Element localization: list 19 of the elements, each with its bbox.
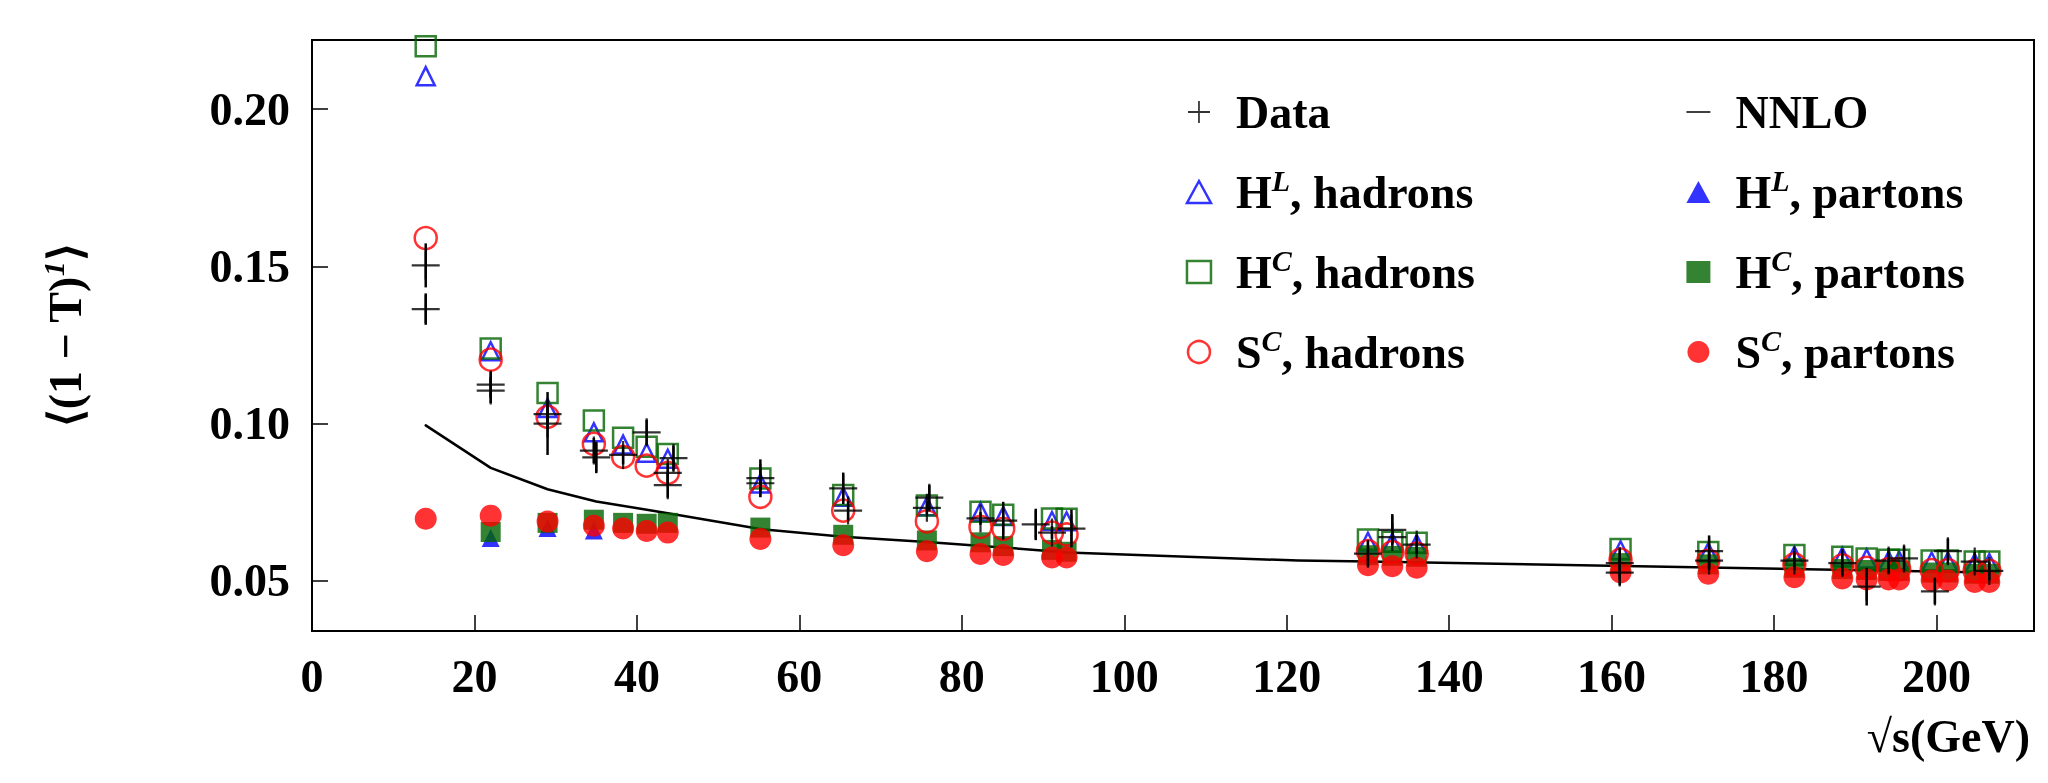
x-axis-title: √s(GeV) (1866, 710, 2030, 762)
y-tick-label: 0.05 (209, 555, 290, 607)
x-tick-label: 0 (300, 650, 324, 702)
x-tick-label: 40 (613, 650, 660, 702)
x-tick-label: 60 (776, 650, 823, 702)
x-tick-label: 120 (1252, 650, 1322, 702)
y-tick-label: 0.10 (209, 398, 290, 450)
x-tick-label: 160 (1577, 650, 1647, 702)
x-tick-label: 140 (1414, 650, 1484, 702)
x-tick-label: 80 (938, 650, 985, 702)
y-tick-label: 0.20 (209, 83, 290, 135)
legend-label: NNLO (1735, 86, 1869, 138)
x-tick-label: 20 (451, 650, 498, 702)
x-tick-label: 200 (1902, 650, 1972, 702)
x-tick-label: 100 (1089, 650, 1159, 702)
y-tick-label: 0.15 (209, 240, 290, 292)
y-axis-title: ⟨(1 − T)1⟩ (36, 243, 91, 428)
legend-label: Data (1235, 86, 1331, 138)
x-tick-label: 180 (1739, 650, 1809, 702)
